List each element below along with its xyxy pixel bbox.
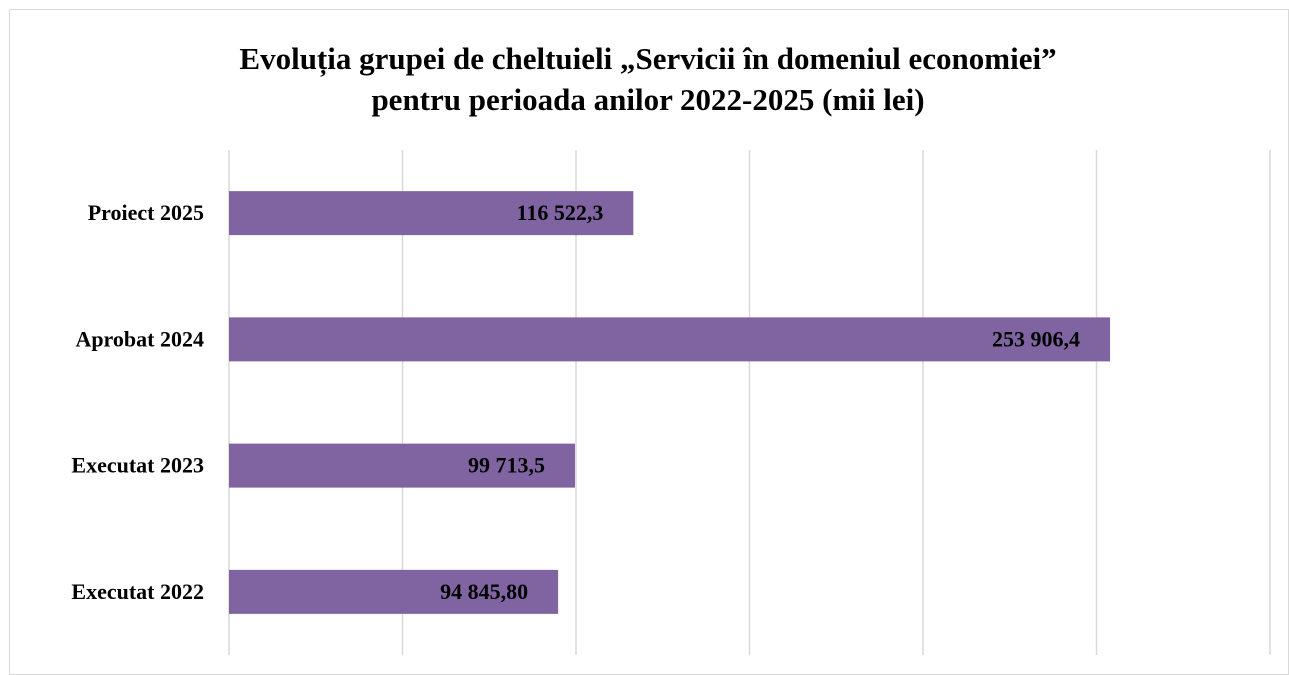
chart-title: Evoluția grupei de cheltuieli „Servicii … [239, 41, 1056, 77]
y-tick-label: Aprobat 2024 [75, 326, 204, 351]
bar [229, 569, 559, 614]
chart-title: pentru perioada anilor 2022-2025 (mii le… [371, 82, 924, 117]
y-tick-label: Executat 2023 [71, 453, 204, 478]
y-tick-label: Proiect 2025 [88, 200, 204, 225]
data-label: 94 845,80 [440, 579, 528, 604]
data-label: 253 906,4 [992, 326, 1080, 351]
bar [229, 443, 576, 488]
bar [229, 317, 1111, 362]
y-tick-label: Executat 2022 [71, 579, 204, 604]
data-label: 99 713,5 [468, 453, 545, 478]
bar [229, 191, 634, 236]
data-label: 116 522,3 [517, 200, 604, 225]
